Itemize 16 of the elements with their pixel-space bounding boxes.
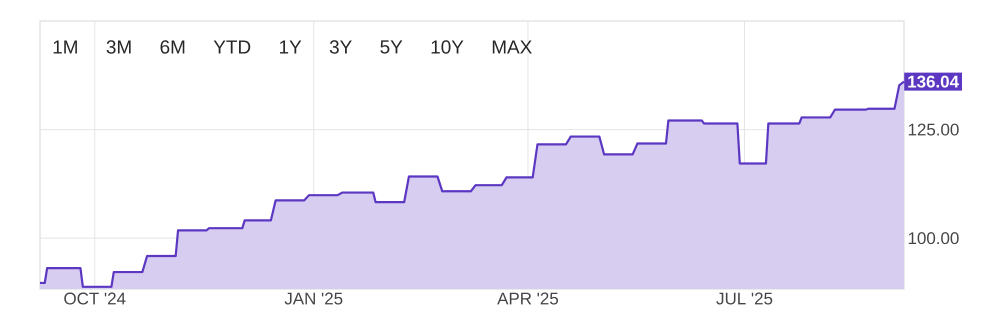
annotation: 10Y xyxy=(432,40,464,54)
annotation: 6M xyxy=(160,40,184,54)
annotation: 1Y xyxy=(280,40,302,54)
annotation: 5Y xyxy=(380,40,402,54)
x-tick-label: APR '25 xyxy=(497,292,558,305)
y-tick-label: 100.00 xyxy=(908,232,959,244)
y-tick-label: 125.00 xyxy=(908,124,959,136)
annotation: 1M xyxy=(54,40,77,54)
annotation: YTD xyxy=(214,40,250,54)
x-tick-label: OCT '24 xyxy=(64,292,126,305)
annotation: 136.04 xyxy=(908,76,959,88)
annotation: 3Y xyxy=(330,40,352,54)
annotation: 3M xyxy=(106,40,131,54)
annotation: MAX xyxy=(492,40,532,54)
x-tick-label: JUL '25 xyxy=(716,292,772,305)
x-tick-label: JAN '25 xyxy=(284,292,342,305)
